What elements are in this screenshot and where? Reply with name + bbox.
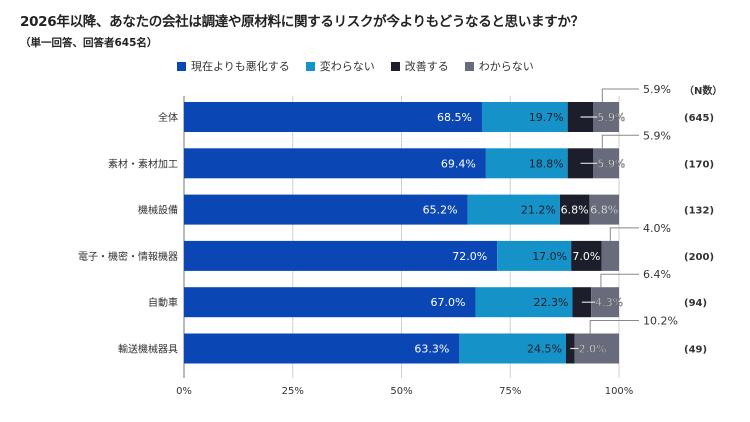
legend-label-worse: 現在よりも悪化する <box>191 60 290 73</box>
legend-swatch-same <box>305 61 315 71</box>
bar-segment <box>601 240 619 271</box>
data-label: 5.9% <box>597 111 625 124</box>
legend-label-unknown: わからない <box>478 60 534 73</box>
category-label: 全体 <box>158 111 178 124</box>
x-tick-label: 0% <box>176 386 192 397</box>
data-label: 10.2% <box>643 315 678 328</box>
chart-subtitle: （単一回答、回答者645名） <box>20 37 158 49</box>
data-label: 4.0% <box>643 222 671 235</box>
data-label: 5.9% <box>597 157 625 170</box>
data-label: 22.3% <box>534 296 569 309</box>
legend: 現在よりも悪化する 変わらない 改善する わからない <box>177 58 534 74</box>
data-label: 21.2% <box>521 204 556 217</box>
data-label: 65.2% <box>423 204 458 217</box>
bar-segment <box>467 194 560 225</box>
leader-line <box>589 320 639 334</box>
data-label: 24.5% <box>527 343 562 356</box>
data-label: 68.5% <box>437 111 472 124</box>
n-header: （N数） <box>684 84 722 97</box>
bar-segment <box>184 102 482 132</box>
n-value: (94) <box>684 298 707 309</box>
legend-swatch-worse <box>177 61 186 71</box>
data-label: 67.0% <box>430 296 465 309</box>
data-label: 5.9% <box>643 83 671 96</box>
data-label: 63.3% <box>414 343 449 356</box>
data-label: 7.0% <box>572 250 600 263</box>
data-label: 72.0% <box>452 250 487 263</box>
bar-segment <box>184 333 460 364</box>
bar-segment <box>184 287 476 318</box>
category-label: 素材・素材加工 <box>108 157 178 170</box>
bar-segment <box>184 240 498 271</box>
n-value: (645) <box>684 113 714 124</box>
bar-segment <box>475 287 573 318</box>
data-label: 18.8% <box>529 157 564 170</box>
n-value: (132) <box>684 206 714 217</box>
n-value: (200) <box>684 252 714 263</box>
legend-item-unknown: わからない <box>464 58 534 74</box>
bar-segment <box>593 148 619 179</box>
bar-segment <box>571 240 602 271</box>
x-tick-label: 75% <box>499 386 521 397</box>
category-label: 輸送機械器具 <box>118 343 178 356</box>
n-value: (49) <box>684 345 707 356</box>
bar-segment <box>589 194 619 225</box>
bar-segment <box>497 240 572 271</box>
bar-segment <box>184 194 468 225</box>
x-tick-label: 50% <box>390 386 412 397</box>
bar-segment <box>574 333 619 364</box>
legend-item-same: 変わらない <box>305 58 375 74</box>
x-tick-label: 100% <box>605 386 634 397</box>
x-tick-label: 25% <box>282 386 304 397</box>
data-label: 6.4% <box>643 268 671 281</box>
bar-segment <box>485 148 568 179</box>
leader-line <box>601 88 639 102</box>
data-label: 2.0% <box>579 343 607 356</box>
data-label: 19.7% <box>529 111 564 124</box>
bar-segment <box>593 102 619 132</box>
legend-item-worse: 現在よりも悪化する <box>177 58 290 74</box>
bar-segment <box>459 333 566 364</box>
data-label: 4.3% <box>595 296 623 309</box>
chart-title: 2026年以降、あなたの会社は調達や原材料に関するリスクが今よりもどうなると思い… <box>20 14 584 30</box>
leader-line <box>609 227 639 241</box>
bar-segment <box>559 194 590 225</box>
legend-label-same: 変わらない <box>319 60 375 73</box>
leader-line <box>601 134 639 149</box>
bar-segment <box>184 148 486 179</box>
data-label: 69.4% <box>441 157 476 170</box>
data-label: 6.8% <box>590 204 618 217</box>
bar-segment <box>591 287 619 318</box>
legend-swatch-unknown <box>464 61 474 71</box>
n-value: (170) <box>684 159 714 170</box>
category-label: 機械設備 <box>138 204 178 217</box>
data-label: 5.9% <box>643 129 671 142</box>
data-label: 6.8% <box>561 204 589 217</box>
legend-swatch-better <box>390 61 400 71</box>
legend-label-better: 改善する <box>404 60 449 73</box>
legend-item-better: 改善する <box>390 58 449 74</box>
leader-line <box>600 273 639 288</box>
bar-segment <box>481 102 568 132</box>
category-label: 電子・機密・情報機器 <box>78 250 178 263</box>
data-label: 17.0% <box>532 250 567 263</box>
category-label: 自動車 <box>148 296 178 309</box>
